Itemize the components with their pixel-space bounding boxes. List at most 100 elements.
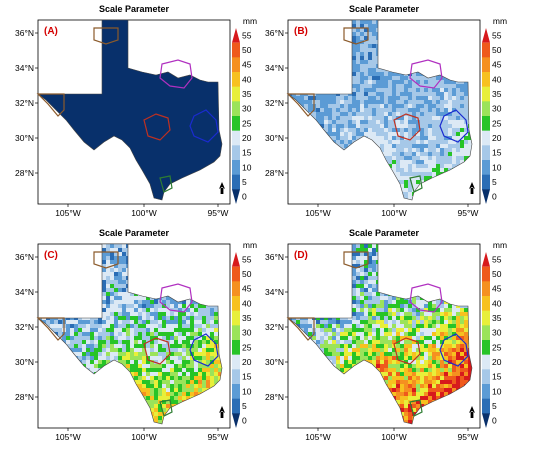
field-cell bbox=[420, 116, 424, 120]
field-cell bbox=[82, 132, 86, 136]
field-cell bbox=[110, 36, 114, 40]
field-cell bbox=[138, 100, 142, 104]
field-cell bbox=[364, 128, 368, 132]
field-cell bbox=[94, 120, 98, 124]
field-cell bbox=[376, 84, 380, 88]
field-cell bbox=[336, 140, 340, 144]
field-cell bbox=[102, 112, 106, 116]
field-cell bbox=[340, 100, 344, 104]
field-cell bbox=[198, 160, 202, 164]
field-cell bbox=[166, 160, 170, 164]
field-cell bbox=[194, 156, 198, 160]
field-cell bbox=[190, 144, 194, 148]
field-cell bbox=[126, 100, 130, 104]
colorbar-tick-label: 25 bbox=[492, 118, 502, 128]
field-cell bbox=[328, 108, 332, 112]
field-cell bbox=[158, 188, 162, 192]
field-cell bbox=[54, 96, 58, 100]
field-cell bbox=[420, 164, 424, 168]
field-cell bbox=[448, 152, 452, 156]
field-cell bbox=[388, 80, 392, 84]
field-cell bbox=[198, 116, 202, 120]
field-cell bbox=[122, 76, 126, 80]
field-cell bbox=[440, 140, 444, 144]
field-cell bbox=[178, 140, 182, 144]
field-cell bbox=[404, 80, 408, 84]
field-cell bbox=[202, 84, 206, 88]
field-cell bbox=[178, 116, 182, 120]
field-cell bbox=[74, 104, 78, 108]
field-cell bbox=[162, 92, 166, 96]
field-cell bbox=[150, 104, 154, 108]
field-cell bbox=[142, 108, 146, 112]
field-cell bbox=[186, 108, 190, 112]
field-cell bbox=[448, 160, 452, 164]
field-cell bbox=[182, 136, 186, 140]
field-cell bbox=[194, 144, 198, 148]
field-cell bbox=[106, 260, 110, 264]
field-cell bbox=[404, 104, 408, 108]
field-cell bbox=[106, 64, 110, 68]
field-cell bbox=[126, 96, 130, 100]
field-cell bbox=[340, 136, 344, 140]
field-cell bbox=[412, 88, 416, 92]
field-cell bbox=[150, 100, 154, 104]
field-cell bbox=[416, 164, 420, 168]
field-cell bbox=[118, 112, 122, 116]
field-cell bbox=[178, 80, 182, 84]
field-cell bbox=[372, 128, 376, 132]
field-cell bbox=[420, 104, 424, 108]
field-cell bbox=[376, 128, 380, 132]
colorbar-tick-label: 5 bbox=[492, 177, 497, 187]
field-cell bbox=[106, 52, 110, 56]
field-cell bbox=[154, 164, 158, 168]
field-cell bbox=[376, 104, 380, 108]
field-cell bbox=[424, 88, 428, 92]
field-cell bbox=[456, 152, 460, 156]
field-cell bbox=[122, 20, 126, 24]
field-cell bbox=[58, 100, 62, 104]
field-cell bbox=[388, 140, 392, 144]
field-cell bbox=[150, 172, 154, 176]
field-cell bbox=[174, 176, 178, 180]
field-cell bbox=[146, 80, 150, 84]
field-cell bbox=[416, 168, 420, 172]
field-cell bbox=[118, 36, 122, 40]
field-cell bbox=[444, 120, 448, 124]
field-cell bbox=[122, 252, 126, 256]
field-cell bbox=[50, 96, 54, 100]
field-cell bbox=[408, 84, 412, 88]
field-cell bbox=[324, 124, 328, 128]
field-cell bbox=[210, 124, 214, 128]
field-cell bbox=[372, 56, 376, 60]
field-cell bbox=[70, 120, 74, 124]
field-cell bbox=[158, 192, 162, 196]
field-cell bbox=[384, 108, 388, 112]
field-cell bbox=[186, 92, 190, 96]
field-cell bbox=[448, 120, 452, 124]
field-cell bbox=[78, 108, 82, 112]
field-cell bbox=[162, 88, 166, 92]
field-cell bbox=[356, 56, 360, 60]
field-cell bbox=[130, 100, 134, 104]
field-cell bbox=[408, 88, 412, 92]
field-cell bbox=[392, 96, 396, 100]
field-cell bbox=[186, 164, 190, 168]
field-cell bbox=[372, 28, 376, 32]
field-cell bbox=[134, 108, 138, 112]
field-cell bbox=[190, 88, 194, 92]
colorbar-tick-label: 15 bbox=[242, 148, 252, 158]
field-cell bbox=[186, 160, 190, 164]
field-cell bbox=[360, 88, 364, 92]
colorbar-unit: mm bbox=[243, 16, 257, 26]
lon-tick-label: 95°W bbox=[208, 208, 229, 218]
field-cell bbox=[400, 84, 404, 88]
field-cell bbox=[174, 104, 178, 108]
field-cell bbox=[182, 88, 186, 92]
field-cell bbox=[384, 140, 388, 144]
field-cell bbox=[114, 88, 118, 92]
field-cell bbox=[384, 104, 388, 108]
field-cell bbox=[400, 180, 404, 184]
field-cell bbox=[126, 92, 130, 96]
field-cell bbox=[424, 168, 428, 172]
